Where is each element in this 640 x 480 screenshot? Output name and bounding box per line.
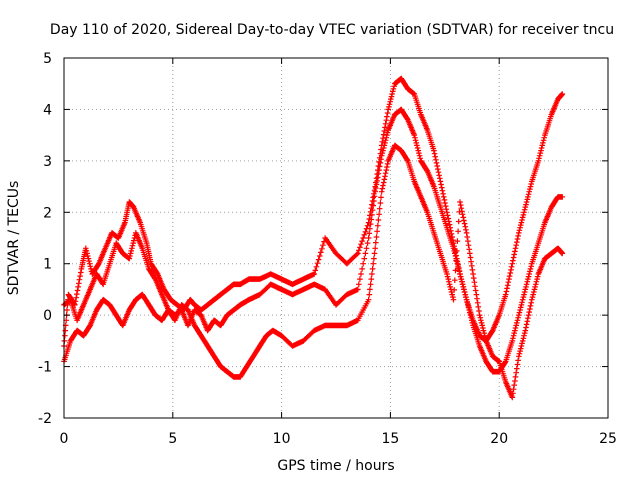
y-tick-label: 1 xyxy=(43,257,52,273)
x-tick-label: 10 xyxy=(273,431,291,447)
chart-title: Day 110 of 2020, Sidereal Day-to-day VTE… xyxy=(50,22,614,38)
x-tick-label: 15 xyxy=(381,431,399,447)
grid-lines xyxy=(64,58,608,418)
data-points xyxy=(61,142,566,401)
x-tick-label: 25 xyxy=(599,431,617,447)
x-tick-label: 20 xyxy=(490,431,508,447)
y-tick-label: -2 xyxy=(38,411,52,427)
y-axis-label: SDTVAR / TECUs xyxy=(6,181,22,296)
series-track-upper xyxy=(61,75,566,349)
data-points xyxy=(61,75,566,349)
data-series xyxy=(61,75,566,401)
y-tick-label: 2 xyxy=(43,205,52,221)
x-axis-label: GPS time / hours xyxy=(277,458,394,474)
y-tick-label: -1 xyxy=(38,360,52,376)
x-tick-label: 5 xyxy=(168,431,177,447)
axis-ticks: 0 5 10 15 20 25 -2 -1 0 1 2 3 4 5 xyxy=(38,51,617,447)
plot-frame xyxy=(63,57,609,419)
y-tick-label: 0 xyxy=(43,308,52,324)
y-tick-label: 5 xyxy=(43,51,52,67)
y-tick-label: 4 xyxy=(43,102,52,118)
x-tick-label: 0 xyxy=(60,431,69,447)
y-tick-label: 3 xyxy=(43,154,52,170)
series-track-lower xyxy=(61,142,566,401)
